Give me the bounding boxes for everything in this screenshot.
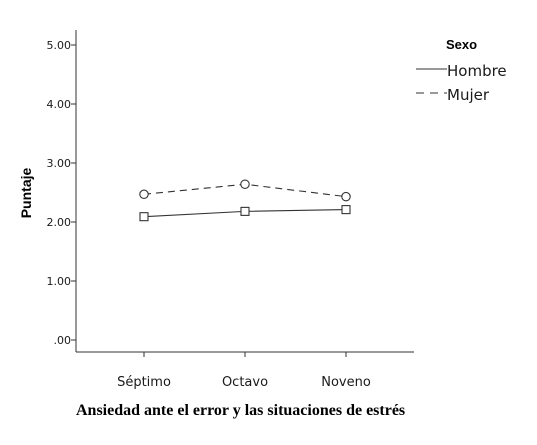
series-mujer xyxy=(139,179,351,202)
y-tick-label: 2.00 xyxy=(47,216,72,229)
x-tick-label: Noveno xyxy=(321,375,371,390)
figure-caption: Ansiedad ante el error y las situaciones… xyxy=(76,402,406,419)
legend-label: Mujer xyxy=(447,86,490,104)
chart-axes xyxy=(75,30,414,353)
chart-series xyxy=(139,179,351,222)
legend-title: Sexo xyxy=(446,37,477,52)
y-tick-label: 1.00 xyxy=(47,275,72,288)
data-point xyxy=(341,205,351,215)
y-tick-label: 3.00 xyxy=(47,157,72,170)
y-axis-label: Puntaje xyxy=(18,168,34,219)
data-point xyxy=(139,212,149,222)
x-axis-ticks: Séptimo Octavo Noveno xyxy=(117,352,371,390)
chart-legend: Sexo Hombre Mujer xyxy=(416,37,507,104)
data-point xyxy=(240,179,250,189)
y-tick-label: 4.00 xyxy=(47,98,72,111)
data-point xyxy=(341,191,351,202)
series-hombre xyxy=(139,205,351,222)
y-tick-label: 5.00 xyxy=(47,39,72,52)
x-tick-label: Séptimo xyxy=(117,375,171,390)
x-tick-label: Octavo xyxy=(222,375,268,390)
data-point xyxy=(240,206,250,216)
y-tick-label: .00 xyxy=(54,334,72,347)
legend-label: Hombre xyxy=(447,62,507,80)
data-point xyxy=(139,189,149,200)
y-axis-ticks: .00 1.00 2.00 3.00 4.00 5.00 xyxy=(47,39,76,347)
